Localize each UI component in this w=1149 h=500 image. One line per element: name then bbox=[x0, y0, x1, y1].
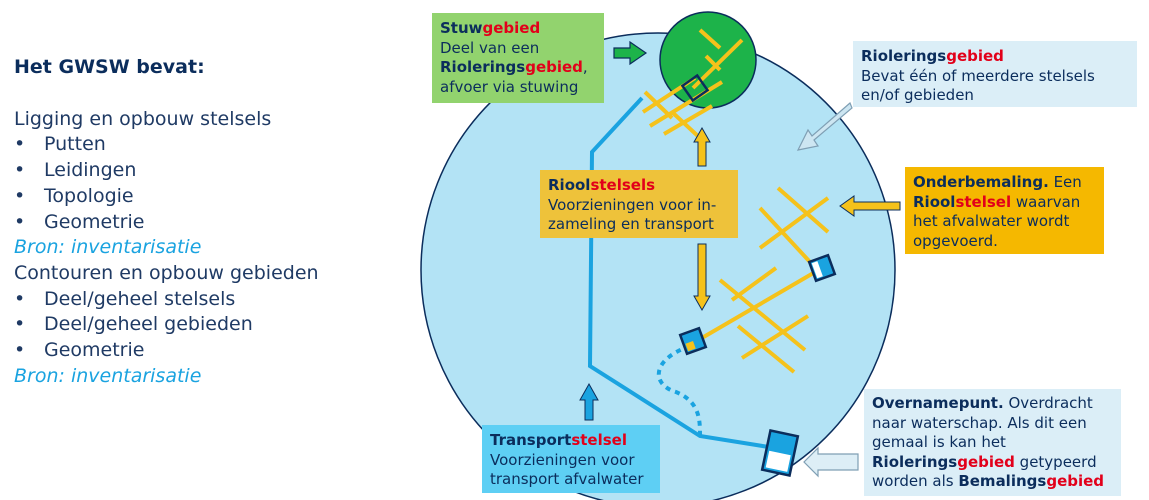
stuwgebied-line1: Deel van een bbox=[440, 38, 540, 57]
onderbemaling-line3: het afvalwater wordt bbox=[913, 212, 1070, 230]
panel-title: Het GWSW bevat: bbox=[14, 56, 205, 78]
list-item: • Deel/geheel gebieden bbox=[14, 312, 414, 338]
overnamepunt-line2: naar waterschap. Als dit een bbox=[872, 413, 1087, 432]
rioleringsgebied-line1: Bevat één of meerdere stelsels bbox=[861, 66, 1095, 85]
arrow-icon bbox=[613, 40, 648, 66]
list-item-label: Geometrie bbox=[44, 210, 145, 233]
list-item-label: Deel/geheel gebieden bbox=[44, 313, 253, 336]
list-item: • Geometrie bbox=[14, 210, 414, 236]
overnamepunt-line5-a: worden als bbox=[872, 472, 959, 490]
overnamepunt-line5-c: gebied bbox=[1046, 472, 1105, 490]
onderbemaling-line2-a: Riool bbox=[913, 192, 956, 211]
arrow-icon bbox=[839, 195, 901, 217]
bullet-icon: • bbox=[14, 313, 26, 336]
section1-heading: Ligging en opbouw stelsels bbox=[14, 107, 272, 130]
weir-icon bbox=[680, 73, 710, 103]
onderbemaling-line1-rest: Een bbox=[1048, 173, 1082, 191]
transportstelsel-title: Transport bbox=[490, 431, 572, 449]
transportstelsel-title-suffix: stelsel bbox=[571, 431, 627, 449]
list-item: • Leidingen bbox=[14, 158, 414, 184]
stuwgebied-line2-c: , bbox=[582, 58, 588, 76]
transportstelsel-pipes bbox=[587, 96, 776, 450]
bullet-icon: • bbox=[14, 287, 26, 310]
stuwgebied-line3: afvoer via stuwing bbox=[440, 77, 579, 96]
rioolstelsels-title: Riool bbox=[548, 176, 591, 194]
section1-source: Bron: inventarisatie bbox=[14, 236, 202, 259]
bullet-icon: • bbox=[14, 339, 26, 362]
stuwgebied-title-suffix: gebied bbox=[482, 19, 541, 37]
rioolstelsels-box: Rioolstelsels Voorzieningen voor in- zam… bbox=[540, 170, 738, 238]
section2-heading: Contouren en opbouw gebieden bbox=[14, 261, 319, 284]
list-item-label: Topologie bbox=[44, 184, 134, 207]
overnamepunt-line1-rest: Overdracht bbox=[1003, 394, 1093, 412]
stuwgebied-title: Stuw bbox=[440, 19, 483, 37]
transportstelsel-box: Transportstelsel Voorzieningen voor tran… bbox=[482, 425, 660, 493]
arrow-icon bbox=[796, 101, 853, 151]
stuwgebied-box: Stuwgebied Deel van een Rioleringsgebied… bbox=[432, 13, 604, 103]
pumping-station-icon bbox=[678, 326, 708, 356]
list-item: • Topologie bbox=[14, 184, 414, 210]
left-panel: Het GWSW bevat: Ligging en opbouw stelse… bbox=[14, 55, 414, 389]
overnamepunt-line4-a: Riolerings bbox=[872, 452, 958, 471]
overnamepunt-title: Overnamepunt. bbox=[872, 394, 1004, 412]
rioolstelsel-right-pipes bbox=[693, 186, 830, 374]
arrow-icon bbox=[693, 243, 711, 312]
onderbemaling-box: Onderbemaling. Een Rioolstelsel waarvan … bbox=[905, 167, 1104, 254]
transportstelsel-line1: Voorzieningen voor bbox=[490, 450, 635, 469]
overnamepunt-line4-c: getypeerd bbox=[1014, 452, 1097, 471]
list-item-label: Geometrie bbox=[44, 339, 145, 362]
rioolstelsels-line2: zameling en transport bbox=[548, 215, 714, 233]
list-item: • Deel/geheel stelsels bbox=[14, 287, 414, 313]
bullet-icon: • bbox=[14, 184, 26, 207]
section2-source: Bron: inventarisatie bbox=[14, 364, 202, 387]
transportstelsel-line2: transport afvalwater bbox=[490, 470, 644, 488]
rioolstelsels-title-suffix: stelsels bbox=[590, 176, 656, 194]
rioleringsgebied-title: Riolerings bbox=[861, 47, 947, 65]
arrow-icon bbox=[693, 126, 711, 167]
pumping-station-icon bbox=[807, 253, 837, 283]
bullet-icon: • bbox=[14, 159, 26, 182]
list-item-label: Putten bbox=[44, 133, 106, 156]
list-item-label: Leidingen bbox=[44, 159, 137, 182]
onderbemaling-line2-c: waarvan bbox=[1011, 192, 1081, 211]
rioleringsgebied-box: Rioleringsgebied Bevat één of meerdere s… bbox=[853, 41, 1137, 107]
arrow-icon bbox=[579, 382, 599, 421]
bullet-icon: • bbox=[14, 210, 26, 233]
list-item: • Putten bbox=[14, 132, 414, 158]
onderbemaling-line4: opgevoerd. bbox=[913, 231, 998, 250]
list-item: • Geometrie bbox=[14, 338, 414, 364]
rioolstelsel-top-pipes bbox=[641, 76, 724, 140]
onderbemaling-title: Onderbemaling. bbox=[913, 173, 1049, 191]
rioleringsgebied-title-suffix: gebied bbox=[946, 47, 1004, 65]
overnamepunt-icon bbox=[760, 429, 800, 477]
onderbemaling-line2-b: stelsel bbox=[955, 192, 1012, 211]
rioleringsgebied-circle bbox=[420, 32, 896, 500]
stuwgebied-line2-b: gebied bbox=[525, 58, 583, 76]
arrow-icon bbox=[803, 446, 859, 478]
bullet-icon: • bbox=[14, 133, 26, 156]
overnamepunt-line5-b: Bemalings bbox=[958, 472, 1047, 490]
overnamepunt-line3: gemaal is kan het bbox=[872, 433, 1006, 451]
overnamepunt-line4-b: gebied bbox=[957, 452, 1015, 471]
rioolstelsels-line1: Voorzieningen voor in- bbox=[548, 195, 717, 214]
overnamepunt-box: Overnamepunt. Overdracht naar waterschap… bbox=[864, 389, 1121, 496]
stuwgebied-line2-a: Riolerings bbox=[440, 58, 526, 76]
pressure-pipe bbox=[657, 344, 702, 437]
rioleringsgebied-line2: en/of gebieden bbox=[861, 86, 974, 104]
list-item-label: Deel/geheel stelsels bbox=[44, 287, 236, 310]
